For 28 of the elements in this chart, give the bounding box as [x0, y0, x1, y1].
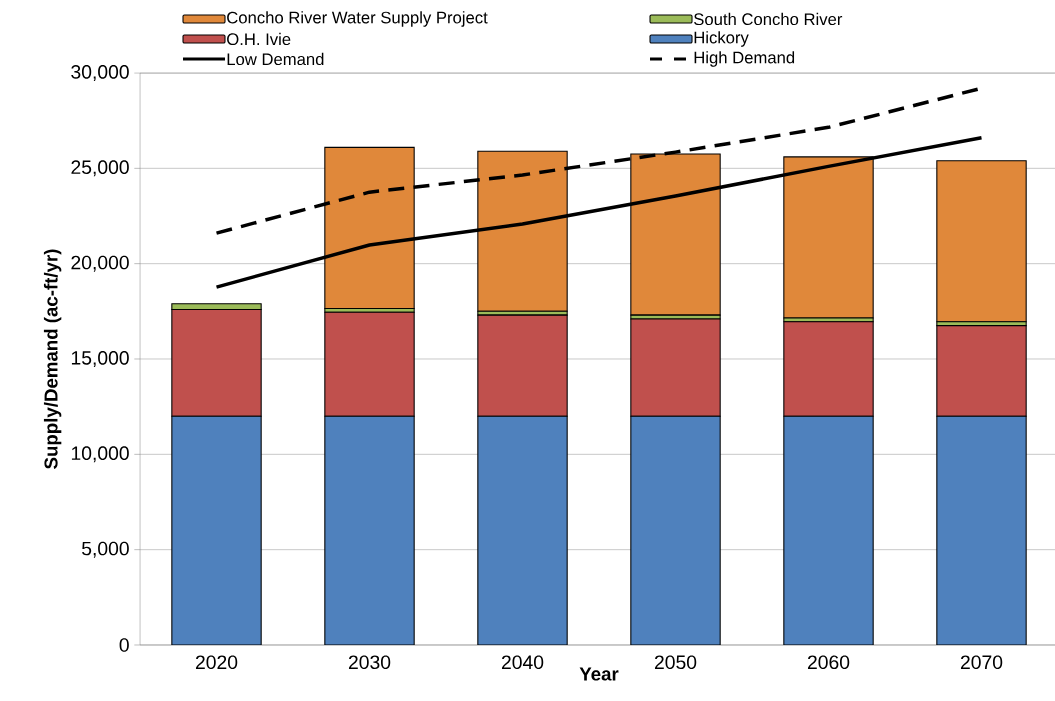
- x-tick-label: 2070: [960, 655, 1003, 670]
- x-tick-label: 2040: [501, 655, 544, 670]
- y-tick-label: 20,000: [71, 255, 129, 272]
- bar: [936, 415, 1027, 645]
- x-tick-label: 2050: [654, 655, 697, 670]
- bar: [477, 415, 568, 645]
- y-tick-label: 30,000: [71, 65, 129, 81]
- x-axis-title: Year: [579, 667, 619, 681]
- bar: [324, 415, 415, 645]
- y-tick-label: 5,000: [82, 541, 129, 558]
- bar: [171, 415, 262, 645]
- x-tick-label: 2030: [348, 655, 391, 670]
- x-tick-label: 2060: [807, 655, 850, 670]
- bar: [936, 160, 1027, 323]
- legend-label: Concho River Water Supply Project: [227, 11, 488, 27]
- y-tick-label: 10,000: [71, 446, 129, 463]
- y-tick-label: 15,000: [71, 351, 129, 367]
- bar: [630, 415, 721, 645]
- legend-label: Low Demand: [227, 52, 324, 66]
- x-tick-label: 2020: [195, 655, 238, 670]
- y-axis-title: Supply/Demand (ac-ft/yr): [43, 249, 62, 469]
- legend-label: Hickory: [694, 31, 749, 47]
- legend-label: High Demand: [694, 51, 795, 67]
- legend-label: South Concho River: [694, 12, 843, 26]
- legend-label: O.H. Ivie: [227, 32, 291, 46]
- y-tick-label: 0: [119, 638, 129, 652]
- y-tick-label: 25,000: [71, 160, 129, 177]
- bar: [783, 415, 874, 645]
